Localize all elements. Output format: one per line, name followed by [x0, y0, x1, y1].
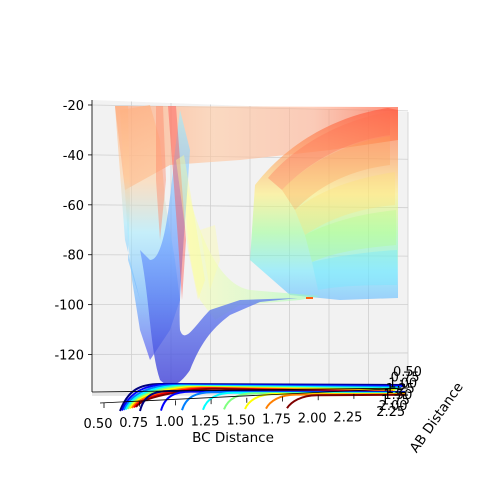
x-tick-label: 1.25 — [191, 414, 220, 429]
y-axis-ticks: 0.500.751.001.251.501.752.002.25 — [376, 365, 422, 420]
z-axis-ticks: -20 -40 -60 -80 -100 -120 — [54, 99, 92, 364]
x-axis-ticks: 0.50 0.75 1.00 1.25 1.50 1.75 2.00 2.25 — [84, 393, 362, 432]
surface-right-slope — [250, 108, 398, 300]
x-tick-label: 1.00 — [155, 415, 184, 430]
z-tick-label: -60 — [63, 199, 84, 214]
x-tick-label: 2.25 — [333, 411, 362, 426]
y-tick-label: 1.25 — [386, 382, 415, 397]
contour-line — [265, 393, 406, 410]
y-tick-label: 1.75 — [381, 394, 410, 409]
surface-mid — [185, 180, 320, 320]
z-tick-label: -80 — [63, 249, 84, 264]
contour-line — [160, 390, 406, 411]
x-tick-label: 1.75 — [262, 413, 291, 428]
z-tick-label: -20 — [63, 99, 84, 114]
y-tick-label: 1.00 — [388, 376, 417, 391]
y-tick-label: 0.50 — [393, 365, 422, 380]
y-tick-label: 2.25 — [376, 405, 405, 420]
x-axis-line — [91, 387, 409, 393]
contour-line — [244, 393, 405, 410]
z-tick-label: -100 — [54, 299, 84, 314]
y-tick-label: 0.75 — [391, 371, 420, 386]
floor-contours — [119, 382, 406, 412]
surface — [115, 105, 398, 386]
contour-line — [286, 393, 406, 409]
x-tick-label: 0.50 — [84, 417, 113, 432]
x-axis-title: BC Distance — [192, 430, 274, 446]
contour-line — [202, 391, 406, 411]
y-tick-label: 2.00 — [379, 399, 408, 414]
x-tick-label: 0.75 — [119, 416, 148, 431]
contour-line — [181, 391, 406, 411]
x-tick-label: 1.50 — [226, 413, 255, 428]
z-tick-label: -40 — [63, 149, 84, 164]
x-tick-label: 2.00 — [298, 412, 327, 427]
x-axis-front-line — [99, 387, 409, 404]
surface-well — [140, 110, 298, 386]
y-tick-label: 1.50 — [383, 388, 412, 403]
surface-left — [115, 106, 145, 340]
axes — [91, 100, 409, 404]
z-tick-label: -120 — [54, 349, 84, 364]
